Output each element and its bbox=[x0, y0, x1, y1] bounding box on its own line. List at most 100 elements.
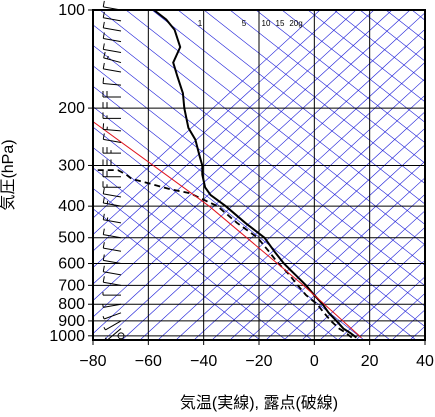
barb-full bbox=[103, 229, 104, 235]
wind-barb bbox=[103, 1, 121, 10]
barb-full bbox=[103, 43, 104, 49]
wind-barb bbox=[103, 147, 121, 153]
wind-barb bbox=[104, 321, 121, 330]
adiabat-line bbox=[334, 10, 435, 340]
x-tick-label: 20 bbox=[361, 353, 379, 370]
isotherm-line bbox=[86, 10, 435, 340]
x-tick-label: −60 bbox=[135, 353, 162, 370]
barb-half bbox=[104, 327, 106, 330]
barb-staff bbox=[105, 321, 121, 330]
x-tick-label: −20 bbox=[245, 353, 272, 370]
mixing-ratio-label: 20g bbox=[289, 19, 302, 28]
barb-full bbox=[103, 266, 104, 272]
barb-full bbox=[103, 197, 104, 203]
wind-barb bbox=[103, 112, 121, 118]
mixing-ratio-label: 1 bbox=[198, 19, 203, 28]
x-tick-label: −40 bbox=[190, 353, 217, 370]
wind-barb bbox=[103, 181, 121, 187]
barb-half bbox=[103, 304, 104, 307]
x-axis-title: 気温(実線), 露点(破線) bbox=[180, 394, 338, 412]
wind-barb bbox=[103, 313, 121, 319]
adiabat-line bbox=[412, 10, 435, 340]
barb-full bbox=[103, 255, 104, 261]
isotherm-line bbox=[284, 10, 435, 340]
y-tick-label: 600 bbox=[58, 256, 85, 273]
isotherm-line bbox=[0, 10, 356, 340]
isotherm-line bbox=[428, 10, 435, 340]
wind-barb bbox=[103, 22, 121, 31]
x-tick-label: 40 bbox=[416, 353, 434, 370]
temperature-line bbox=[154, 10, 357, 338]
barb-staff bbox=[103, 69, 121, 72]
isotherm-line bbox=[140, 10, 435, 340]
barb-full bbox=[103, 188, 104, 194]
wind-barb bbox=[103, 102, 121, 108]
barb-staff bbox=[103, 248, 121, 251]
barb-half bbox=[107, 217, 108, 220]
barb-staff bbox=[103, 194, 121, 197]
adiabat-line bbox=[0, 10, 338, 340]
y-tick-label: 800 bbox=[58, 296, 85, 313]
y-tick-label: 500 bbox=[58, 230, 85, 247]
barb-full bbox=[103, 242, 104, 248]
barb-staff bbox=[103, 38, 121, 41]
wind-barb bbox=[103, 12, 121, 21]
isotherm-line bbox=[0, 10, 320, 340]
barb-full bbox=[103, 63, 104, 69]
barb-staff bbox=[103, 84, 121, 86]
y-tick-label: 1000 bbox=[49, 328, 85, 345]
barb-full bbox=[103, 123, 104, 129]
isotherm-line bbox=[158, 10, 435, 340]
parcel-line bbox=[93, 122, 361, 338]
isotherm-line bbox=[392, 10, 435, 340]
wind-barb bbox=[103, 78, 121, 86]
y-tick-label: 400 bbox=[58, 198, 85, 215]
adiabat-line bbox=[0, 10, 260, 340]
x-tick-label: −80 bbox=[79, 353, 106, 370]
mixing-ratio-label: 10 bbox=[262, 19, 271, 28]
adiabat-line bbox=[256, 10, 435, 340]
barb-staff bbox=[103, 49, 121, 52]
wind-barb bbox=[103, 123, 121, 131]
adiabat-line bbox=[152, 10, 435, 340]
wind-barb bbox=[103, 242, 121, 251]
adiabat-line bbox=[204, 10, 435, 340]
wind-barb bbox=[103, 214, 121, 223]
y-tick-label: 100 bbox=[58, 2, 85, 19]
isotherm-line bbox=[248, 10, 435, 340]
y-tick-label: 700 bbox=[58, 277, 85, 294]
barb-staff bbox=[103, 28, 121, 31]
adiabat-line bbox=[282, 10, 435, 340]
adiabat-line bbox=[0, 10, 286, 340]
wind-barb bbox=[103, 133, 121, 142]
isotherm-line bbox=[230, 10, 435, 340]
adiabat-line bbox=[386, 10, 435, 340]
wind-barb bbox=[103, 63, 121, 72]
wind-barb bbox=[103, 188, 121, 197]
adiabat-line bbox=[230, 10, 435, 340]
barb-half bbox=[103, 316, 104, 319]
y-tick-label: 300 bbox=[58, 157, 85, 174]
barb-full bbox=[103, 22, 104, 28]
barb-staff bbox=[103, 272, 121, 275]
mixing-ratio-label: 15 bbox=[276, 19, 285, 28]
adiabat-line bbox=[126, 10, 435, 340]
y-axis-title: 気圧(hPa) bbox=[0, 139, 17, 210]
barb-half bbox=[107, 201, 108, 204]
wind-barb bbox=[103, 266, 121, 275]
adiabat-line bbox=[100, 10, 435, 340]
barb-staff bbox=[104, 313, 121, 319]
barb-staff bbox=[104, 58, 121, 63]
y-tick-label: 200 bbox=[58, 100, 85, 117]
barb-staff bbox=[103, 18, 121, 21]
wind-barb bbox=[104, 52, 121, 62]
isotherm-line bbox=[302, 10, 435, 340]
adiabat-line bbox=[48, 10, 435, 340]
isotherm-line bbox=[0, 10, 338, 340]
wind-barb bbox=[103, 33, 121, 42]
adiabat-line bbox=[178, 10, 435, 340]
x-tick-label: 0 bbox=[310, 353, 319, 370]
